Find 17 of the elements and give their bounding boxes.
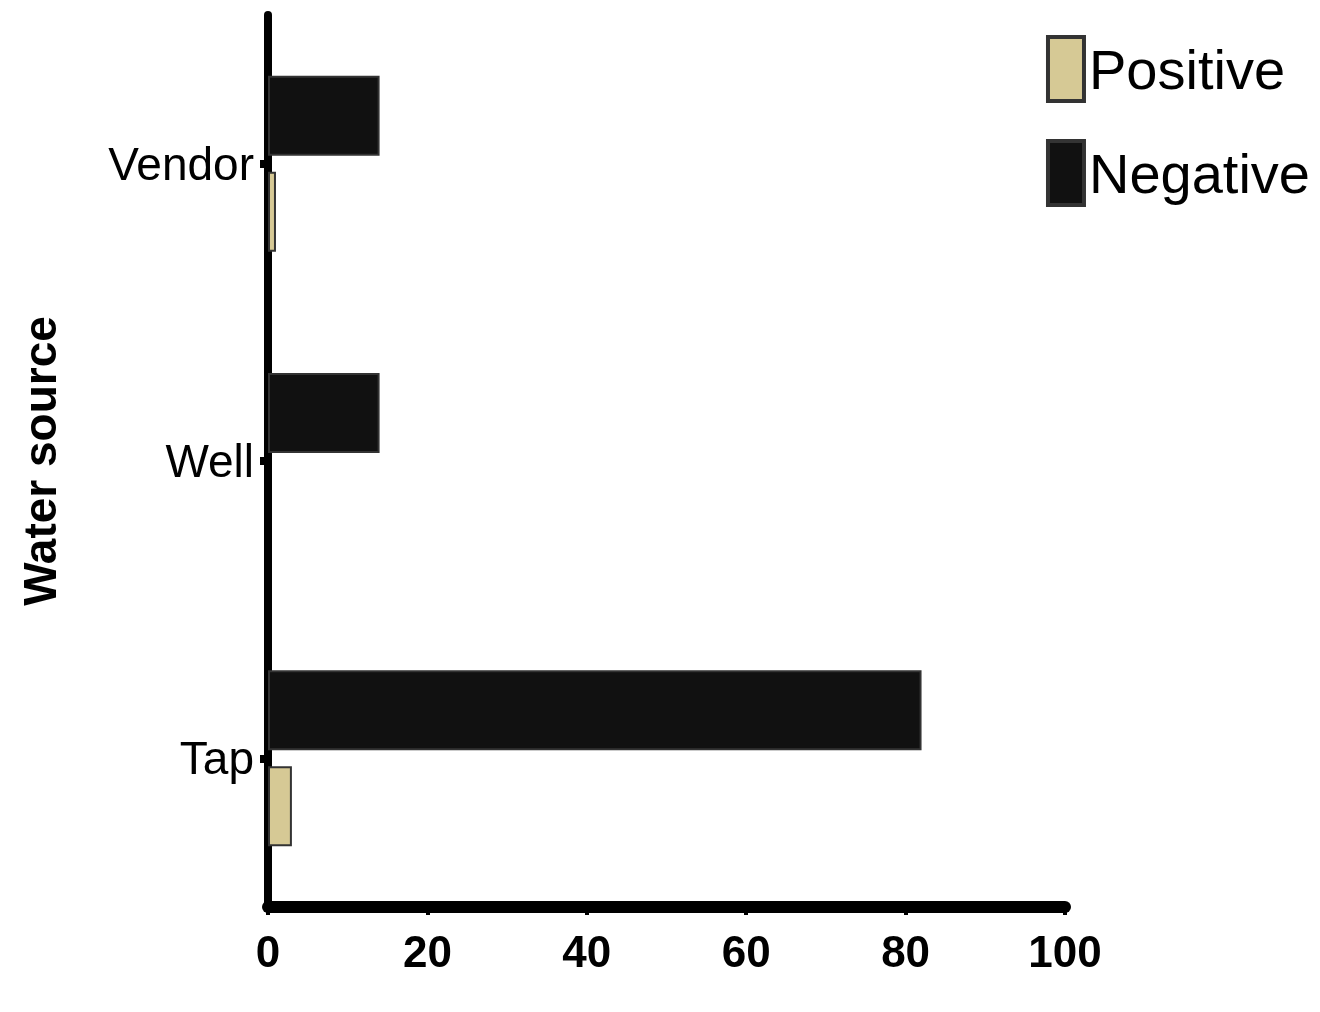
bar bbox=[268, 766, 292, 847]
x-tick-label: 20 bbox=[402, 926, 452, 976]
x-tick-label: 40 bbox=[562, 926, 612, 976]
y-tick-label: Tap bbox=[179, 732, 254, 785]
x-tick-label: 0 bbox=[255, 926, 281, 976]
y-axis-title: Water source bbox=[14, 316, 66, 606]
legend-label: Negative bbox=[1088, 141, 1311, 205]
y-tick-label: Vendor bbox=[108, 137, 254, 190]
bar bbox=[268, 75, 380, 156]
y-tick-label: Well bbox=[165, 435, 254, 487]
x-tick-label: 60 bbox=[721, 926, 771, 976]
x-tick-label: 80 bbox=[881, 926, 931, 976]
bar bbox=[268, 171, 276, 252]
x-tick-label: 100 bbox=[1028, 926, 1102, 976]
bar bbox=[268, 373, 380, 453]
legend-label: Positive bbox=[1088, 37, 1286, 101]
bar bbox=[268, 670, 922, 751]
